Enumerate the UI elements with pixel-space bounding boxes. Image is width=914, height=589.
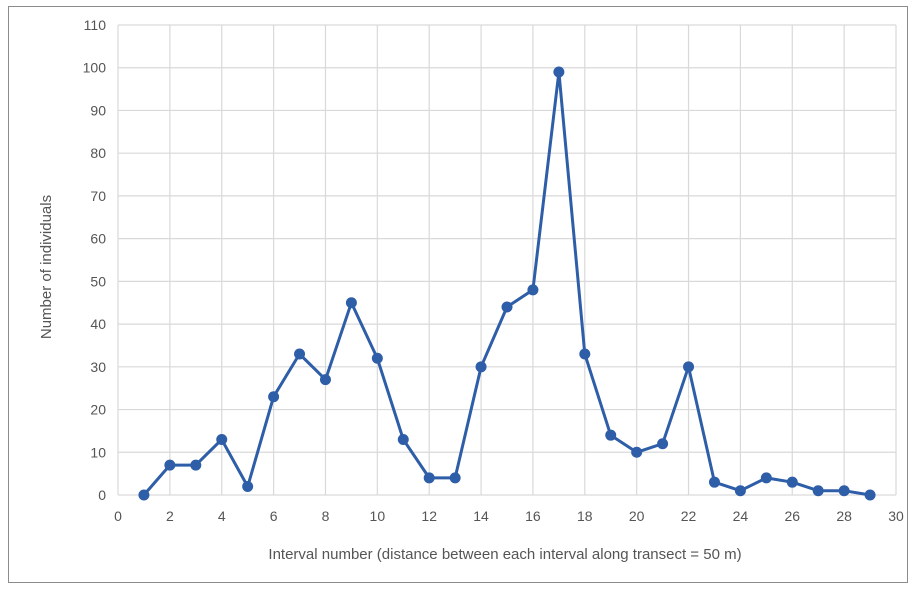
- data-point: [294, 348, 306, 360]
- x-tick-label: 26: [784, 508, 800, 524]
- y-tick-label: 110: [84, 17, 107, 33]
- y-tick-label: 50: [90, 273, 106, 289]
- x-tick-label: 4: [218, 508, 226, 524]
- data-point: [605, 429, 617, 441]
- data-point: [449, 472, 461, 484]
- x-tick-label: 8: [322, 508, 330, 524]
- x-tick-label: 28: [836, 508, 852, 524]
- x-tick-label: 12: [421, 508, 437, 524]
- series-group: [138, 66, 876, 501]
- y-tick-label: 40: [90, 316, 106, 332]
- x-tick-label: 24: [733, 508, 749, 524]
- x-tick-label: 16: [525, 508, 541, 524]
- x-axis-ticks: 0 2 4 6 8 10 12 14 16 18 20 22 24 26 28 30: [114, 508, 904, 524]
- y-tick-label: 0: [98, 487, 106, 503]
- data-point: [657, 438, 669, 450]
- data-point: [553, 66, 565, 78]
- data-point: [501, 301, 513, 313]
- y-tick-label: 80: [90, 145, 106, 161]
- series-line: [142, 70, 871, 497]
- x-tick-label: 2: [166, 508, 174, 524]
- data-point: [319, 374, 331, 386]
- x-tick-label: 30: [888, 508, 904, 524]
- y-tick-label: 30: [90, 359, 106, 375]
- data-point: [475, 361, 487, 373]
- y-tick-label: 90: [90, 102, 106, 118]
- data-point: [242, 480, 254, 492]
- data-point: [345, 297, 357, 309]
- data-point: [734, 485, 746, 497]
- x-tick-label: 10: [370, 508, 386, 524]
- y-tick-label: 100: [83, 60, 107, 76]
- x-tick-label: 0: [114, 508, 122, 524]
- data-point: [631, 446, 643, 458]
- data-point: [579, 348, 591, 360]
- y-tick-label: 20: [90, 402, 106, 418]
- y-tick-label: 60: [90, 231, 106, 247]
- data-point: [397, 433, 409, 445]
- data-point: [423, 472, 435, 484]
- data-point: [371, 352, 383, 364]
- data-point: [138, 489, 150, 501]
- data-point: [164, 459, 176, 471]
- data-point: [268, 391, 280, 403]
- data-point: [786, 476, 798, 488]
- data-point: [838, 485, 850, 497]
- x-tick-label: 22: [681, 508, 697, 524]
- data-point: [864, 489, 876, 501]
- data-point: [216, 433, 228, 445]
- data-point: [527, 284, 539, 296]
- y-tick-label: 70: [90, 188, 106, 204]
- chart-frame: 0 10 20 30 40 50 60 70 80 90 100 110 0 2 4 6 8 10 12 14 16 1…: [8, 6, 908, 583]
- data-point: [760, 472, 772, 484]
- data-point: [708, 476, 720, 488]
- data-point: [190, 459, 202, 471]
- y-axis-label: Number of individuals: [38, 195, 55, 339]
- x-tick-label: 6: [270, 508, 278, 524]
- x-axis-label: Interval number (distance between each i…: [268, 546, 741, 563]
- grid: [117, 24, 897, 496]
- data-point: [683, 361, 695, 373]
- data-point: [812, 485, 824, 497]
- x-tick-label: 18: [577, 508, 593, 524]
- y-tick-label: 10: [90, 444, 106, 460]
- x-tick-label: 20: [629, 508, 645, 524]
- x-tick-label: 14: [473, 508, 489, 524]
- y-axis-ticks: 0 10 20 30 40 50 60 70 80 90 100 110: [83, 17, 107, 503]
